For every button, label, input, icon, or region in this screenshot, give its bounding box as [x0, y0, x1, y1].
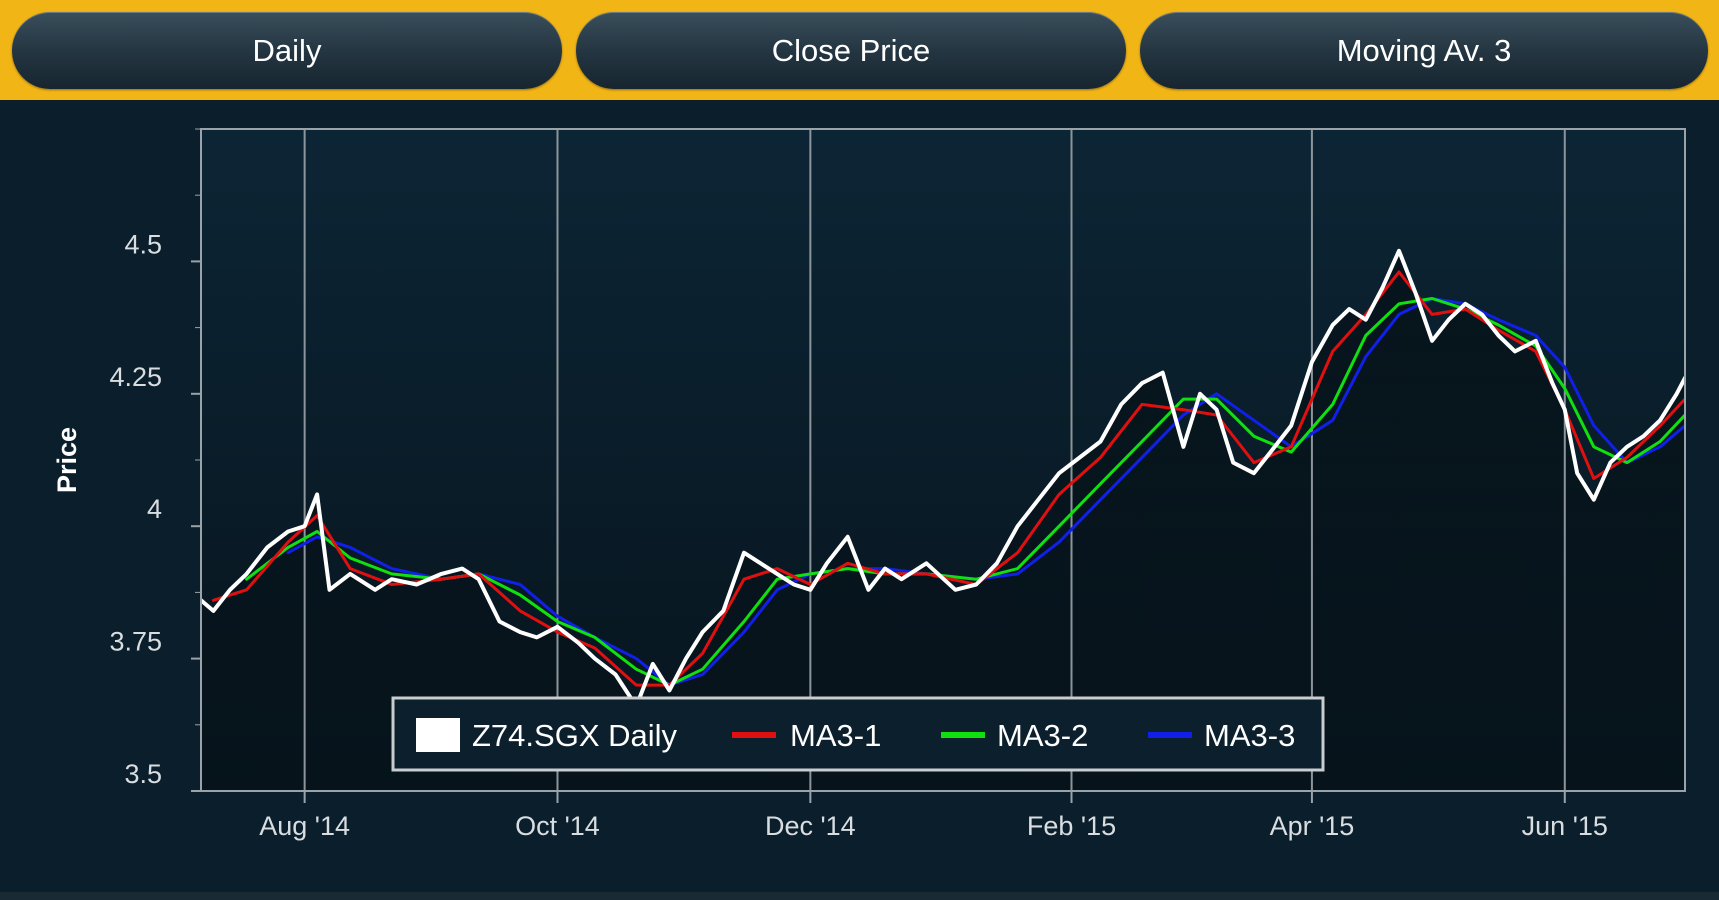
legend: Z74.SGX Daily MA3-1 MA3-2 MA3-3 [391, 696, 1325, 772]
interval-button[interactable]: Daily [12, 12, 562, 89]
y-tick-label: 4.25 [109, 362, 162, 392]
y-tick-label: 3.75 [109, 627, 162, 657]
chart-area: 3.5 3.75 4 4.25 4.5 Aug '14 Oct '14 Dec '14 Feb… [0, 100, 1719, 900]
legend-label: MA3-1 [790, 718, 881, 753]
y-tick-label: 3.5 [124, 759, 162, 789]
legend-swatch-ma3-1 [732, 732, 776, 738]
x-tick-label: Oct '14 [515, 811, 600, 841]
price-area-fill [201, 250, 1685, 791]
x-tick-label: Apr '15 [1270, 811, 1355, 841]
x-tick-label: Jun '15 [1522, 811, 1608, 841]
legend-label: Z74.SGX Daily [472, 718, 678, 753]
y-tick-label: 4.5 [124, 229, 162, 259]
y-tick-label: 4 [147, 494, 162, 524]
legend-label: MA3-3 [1204, 718, 1295, 753]
legend-swatch-price [416, 718, 460, 752]
price-chart: 3.5 3.75 4 4.25 4.5 Aug '14 Oct '14 Dec '14 Feb… [52, 128, 1686, 841]
x-tick-label: Aug '14 [259, 811, 350, 841]
indicator-button[interactable]: Moving Av. 3 [1140, 12, 1708, 89]
legend-label: MA3-2 [997, 718, 1088, 753]
toolbar: Daily Close Price Moving Av. 3 [0, 0, 1719, 100]
y-axis-label: Price [52, 427, 82, 493]
price-type-button[interactable]: Close Price [576, 12, 1126, 89]
legend-swatch-ma3-3 [1148, 732, 1192, 738]
x-tick-label: Dec '14 [765, 811, 856, 841]
x-tick-label: Feb '15 [1027, 811, 1116, 841]
ma3-3-series-line [286, 297, 1685, 687]
price-series-line [201, 248, 1685, 709]
bottom-strip [0, 892, 1719, 900]
legend-swatch-ma3-2 [941, 732, 985, 738]
